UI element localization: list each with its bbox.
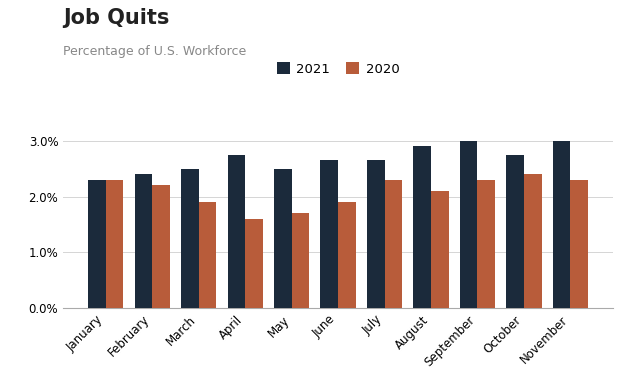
- Bar: [198, 202, 216, 308]
- Bar: [338, 202, 356, 308]
- Bar: [460, 141, 478, 308]
- Bar: [88, 180, 106, 308]
- Bar: [478, 180, 495, 308]
- Bar: [413, 146, 431, 308]
- Bar: [553, 141, 571, 308]
- Bar: [228, 155, 245, 308]
- Bar: [181, 169, 198, 308]
- Bar: [506, 155, 524, 308]
- Bar: [431, 191, 449, 308]
- Text: Job Quits: Job Quits: [63, 8, 169, 27]
- Bar: [385, 180, 402, 308]
- Bar: [367, 160, 385, 308]
- Bar: [571, 180, 588, 308]
- Bar: [524, 174, 542, 308]
- Bar: [106, 180, 123, 308]
- Bar: [245, 219, 263, 308]
- Bar: [152, 185, 170, 308]
- Bar: [320, 160, 338, 308]
- Bar: [135, 174, 152, 308]
- Text: Percentage of U.S. Workforce: Percentage of U.S. Workforce: [63, 45, 246, 58]
- Bar: [274, 169, 291, 308]
- Bar: [291, 213, 309, 308]
- Legend: 2021, 2020: 2021, 2020: [271, 57, 405, 81]
